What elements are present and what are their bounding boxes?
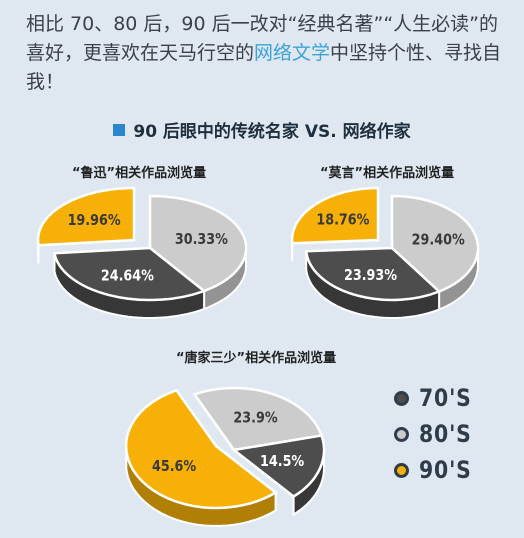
pie-slice-90s-moyan: 18.76% xyxy=(290,186,380,262)
pie-slice-80s-tangjiasanshao: 23.9% xyxy=(192,386,324,452)
pie-slice-90s-tangjiasanshao: 45.6% xyxy=(124,388,278,527)
pie-tangjiasanshao: 23.9% 14.5% 45.6% xyxy=(124,386,326,527)
legend-dot-90s xyxy=(394,462,409,478)
pie-slice-70s-moyan: 23.93% xyxy=(304,246,442,320)
legend-label-80s: 80'S xyxy=(419,420,472,448)
pie-slice-top xyxy=(53,246,207,302)
chart-title-moyan: “莫言”相关作品浏览量 xyxy=(320,166,455,181)
legend: 70'S 80'S 90'S xyxy=(394,380,481,488)
pie-slice-70s-luxun: 24.64% xyxy=(53,246,207,319)
legend-label-90s: 90'S xyxy=(419,456,472,484)
pie-label-tangjiasanshao-2: 45.6% xyxy=(152,458,196,475)
pie-slice-top xyxy=(192,386,324,452)
pie-slice-top xyxy=(290,186,380,245)
pie-label-moyan-0: 23.93% xyxy=(344,267,397,284)
section-heading: 90 后眼中的传统名家 VS. 网络作家 xyxy=(0,117,524,142)
pie-slice-top xyxy=(304,246,442,302)
legend-label-70s: 70'S xyxy=(419,384,472,412)
pie-slice-top xyxy=(124,388,278,510)
legend-item-90s: 90'S xyxy=(394,452,481,488)
legend-dot-80s xyxy=(394,426,409,442)
pie-slice-90s-luxun: 19.96% xyxy=(36,186,136,264)
pie-label-luxun-2: 19.96% xyxy=(68,212,121,229)
heading-text: 90 后眼中的传统名家 VS. 网络作家 xyxy=(133,122,411,142)
intro-highlight: 网络文学 xyxy=(254,42,331,64)
legend-item-80s: 80'S xyxy=(394,416,481,452)
pie-label-moyan-2: 18.76% xyxy=(316,211,369,228)
legend-item-70s: 70'S xyxy=(394,380,481,416)
heading-square-icon xyxy=(113,124,126,136)
pie-slice-top xyxy=(36,186,136,247)
pie-label-tangjiasanshao-1: 23.9% xyxy=(233,410,277,427)
pie-label-tangjiasanshao-0: 14.5% xyxy=(260,453,304,470)
pie-label-luxun-1: 30.33% xyxy=(175,231,228,248)
intro-text: 相比 70、80 后，90 后一改对“经典名著”“人生必读”的喜好，更喜欢在天马… xyxy=(26,10,502,97)
pie-slice-top xyxy=(148,194,248,293)
pie-slice-top xyxy=(230,434,326,499)
pie-moyan: 29.40% 23.93% 18.76% xyxy=(290,186,480,320)
pie-label-luxun-0: 24.64% xyxy=(101,267,154,284)
pie-label-moyan-1: 29.40% xyxy=(412,231,465,248)
intro-part2: 中坚持个性、寻找自我！ xyxy=(26,42,502,93)
chart-title-luxun: “鲁迅”相关作品浏览量 xyxy=(72,166,207,181)
chart-title-tangjiasanshao: “唐家三少”相关作品浏览量 xyxy=(176,351,337,366)
intro-part1: 相比 70、80 后，90 后一改对“经典名著”“人生必读”的喜好，更喜欢在天马… xyxy=(26,13,499,64)
pie-luxun: 30.33% 24.64% 19.96% xyxy=(36,186,248,319)
pie-slice-70s-tangjiasanshao: 14.5% xyxy=(230,434,326,517)
legend-dot-70s xyxy=(394,390,409,406)
